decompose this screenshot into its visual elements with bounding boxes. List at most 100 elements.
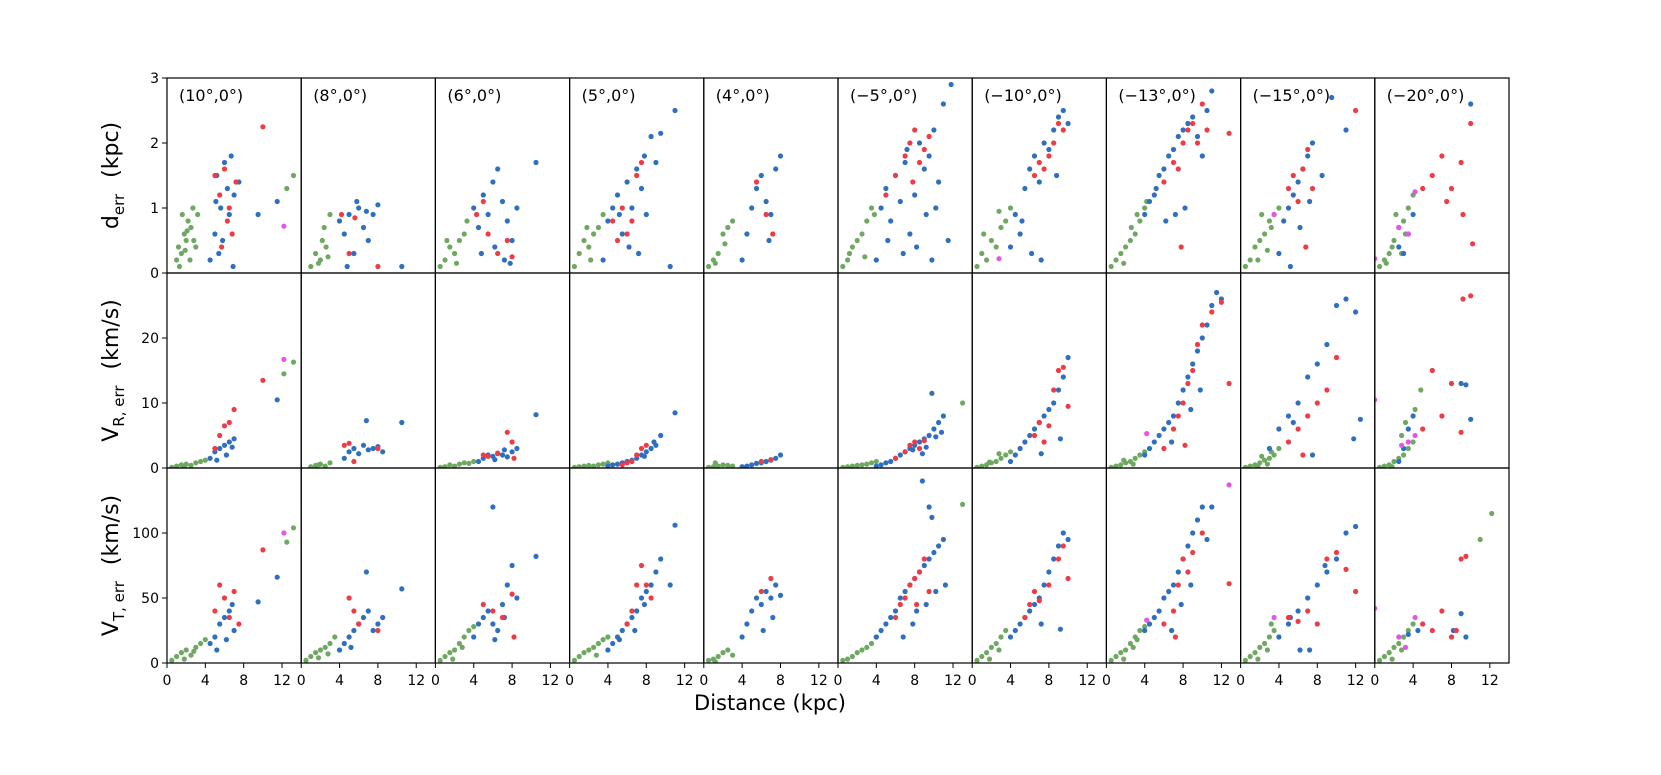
point-red	[260, 547, 266, 553]
point-blue	[499, 452, 506, 458]
point-green	[1132, 231, 1138, 237]
point-blue	[509, 449, 515, 455]
point-red	[1065, 403, 1071, 409]
point-blue	[753, 460, 760, 466]
point-blue	[929, 514, 935, 521]
point-green	[571, 657, 577, 663]
point-green	[174, 257, 180, 263]
x-tick-label: 4	[469, 673, 478, 689]
y-tick-label: 0	[150, 461, 159, 477]
point-blue	[926, 556, 932, 562]
point-green	[1118, 462, 1124, 468]
point-blue	[1041, 140, 1047, 146]
point-green	[1266, 634, 1272, 640]
point-green	[169, 657, 175, 663]
point-green	[1247, 257, 1253, 263]
point-blue	[1051, 556, 1057, 562]
point-green	[849, 463, 855, 468]
point-red	[892, 172, 899, 179]
point-blue	[380, 449, 386, 455]
point-green	[1393, 211, 1399, 218]
point-blue	[763, 588, 769, 595]
point-blue	[760, 627, 766, 634]
point-red	[495, 450, 501, 456]
point-blue	[1156, 608, 1162, 614]
point-red	[375, 263, 381, 270]
point-blue	[910, 621, 916, 627]
point-blue	[490, 504, 496, 510]
x-tick-label: 8	[642, 673, 651, 689]
point-red	[219, 244, 225, 250]
point-blue	[1175, 400, 1181, 406]
point-green	[571, 263, 578, 270]
point-blue	[1172, 211, 1178, 218]
point-blue	[926, 504, 932, 510]
point-blue	[336, 647, 343, 653]
point-blue	[904, 146, 910, 153]
point-blue	[501, 257, 507, 263]
point-blue	[1007, 634, 1014, 640]
point-red	[212, 608, 218, 614]
point-green	[1252, 244, 1258, 250]
point-green	[442, 464, 448, 468]
point-green	[993, 458, 999, 465]
point-blue	[499, 198, 506, 205]
point-red	[926, 133, 932, 140]
point-red	[1314, 400, 1320, 406]
point-blue	[614, 461, 621, 467]
point-blue	[1405, 426, 1411, 432]
point-blue	[370, 211, 376, 218]
point-blue	[739, 257, 745, 263]
point-green	[979, 250, 985, 257]
point-red	[226, 614, 232, 621]
x-tick-label: 8	[1179, 673, 1188, 689]
y-axis-label: derr(kpc)	[99, 122, 128, 229]
point-green	[725, 462, 731, 468]
point-green	[182, 247, 188, 253]
point-red	[916, 445, 923, 452]
point-green	[456, 237, 462, 244]
point-red	[638, 562, 645, 569]
x-tick-label: 0	[297, 673, 306, 689]
point-red	[907, 442, 913, 448]
scatter-panel	[1242, 296, 1363, 468]
scatter-panel	[706, 153, 784, 270]
point-blue	[1060, 530, 1066, 536]
point-blue	[936, 179, 942, 185]
point-green	[198, 640, 204, 647]
point-blue	[231, 192, 237, 198]
point-red	[1190, 120, 1196, 127]
point-green	[571, 464, 577, 468]
point-green	[1007, 449, 1014, 455]
point-green	[712, 659, 718, 663]
point-blue	[897, 198, 903, 205]
point-blue	[1290, 192, 1296, 198]
point-blue	[1175, 569, 1181, 575]
scatter-panel	[840, 390, 966, 468]
point-red	[511, 455, 517, 461]
point-red	[1420, 621, 1426, 627]
point-green	[1410, 439, 1416, 445]
point-blue	[768, 211, 774, 218]
point-blue	[504, 218, 510, 224]
point-blue	[1007, 244, 1014, 250]
point-red	[504, 429, 510, 435]
point-green	[595, 224, 602, 231]
point-blue	[634, 608, 640, 614]
point-green	[849, 244, 856, 250]
point-green	[1405, 627, 1411, 634]
scatter-panel	[303, 569, 405, 663]
point-green	[1255, 464, 1261, 468]
point-magenta	[281, 223, 287, 229]
point-blue	[217, 621, 223, 627]
point-red	[375, 445, 381, 452]
point-red	[1199, 322, 1205, 328]
panel-title: (−13°,0°)	[1118, 86, 1196, 105]
point-blue	[926, 432, 932, 439]
panel-frame	[1239, 77, 1376, 274]
point-blue	[648, 582, 654, 588]
point-blue	[1060, 374, 1066, 380]
point-red	[511, 634, 517, 640]
point-green	[1003, 452, 1009, 458]
x-tick-label: 12	[273, 673, 291, 689]
